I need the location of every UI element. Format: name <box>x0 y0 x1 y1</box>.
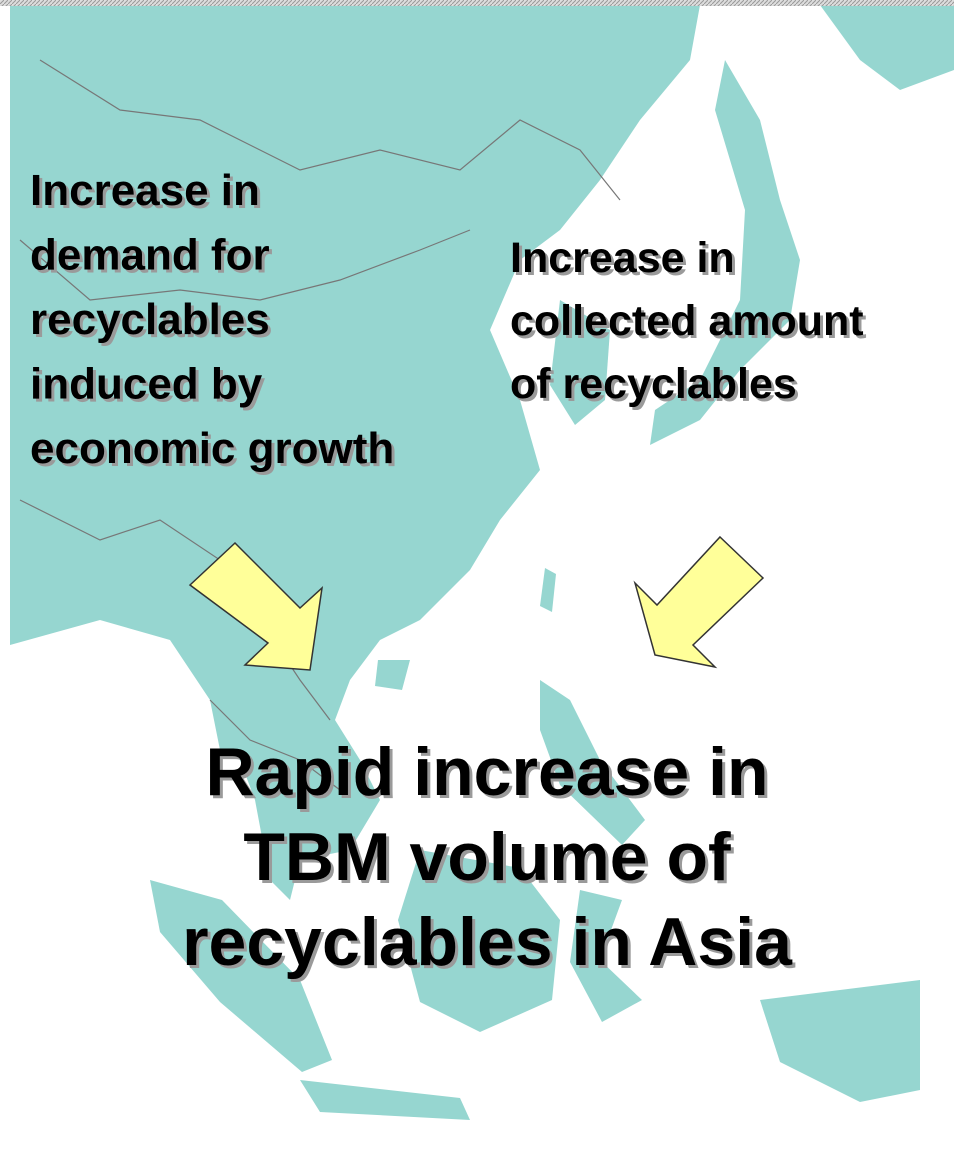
borneo <box>398 850 560 1032</box>
korea <box>550 300 610 425</box>
map <box>0 0 954 1120</box>
mainland <box>10 5 700 900</box>
text-line: collected amount <box>510 297 864 345</box>
new-guinea <box>760 980 920 1102</box>
text-line: Increase in <box>510 234 735 282</box>
sulawesi <box>570 890 642 1022</box>
arrow-left <box>188 541 324 671</box>
border-line <box>209 699 341 791</box>
arrow-right <box>633 535 765 669</box>
java <box>300 1080 470 1120</box>
top-border <box>0 0 954 6</box>
text-line: Increase in <box>30 166 260 215</box>
hainan <box>375 660 410 690</box>
text-line: economic growth <box>30 424 394 473</box>
text-line: Rapid increase in <box>205 734 768 810</box>
kamchatka <box>820 5 954 90</box>
text-line: demand for <box>30 231 270 280</box>
text-line: recyclables in Asia <box>182 904 793 980</box>
sumatra <box>150 880 332 1072</box>
text-line: of recyclables <box>510 360 797 408</box>
text-line: TBM volume of <box>243 819 731 895</box>
border-line <box>39 59 621 201</box>
text-line: recyclables <box>30 295 270 344</box>
japan <box>650 60 800 445</box>
border-line <box>19 229 471 301</box>
philippines <box>540 680 645 845</box>
taiwan <box>540 568 556 612</box>
text-line: induced by <box>30 360 263 409</box>
